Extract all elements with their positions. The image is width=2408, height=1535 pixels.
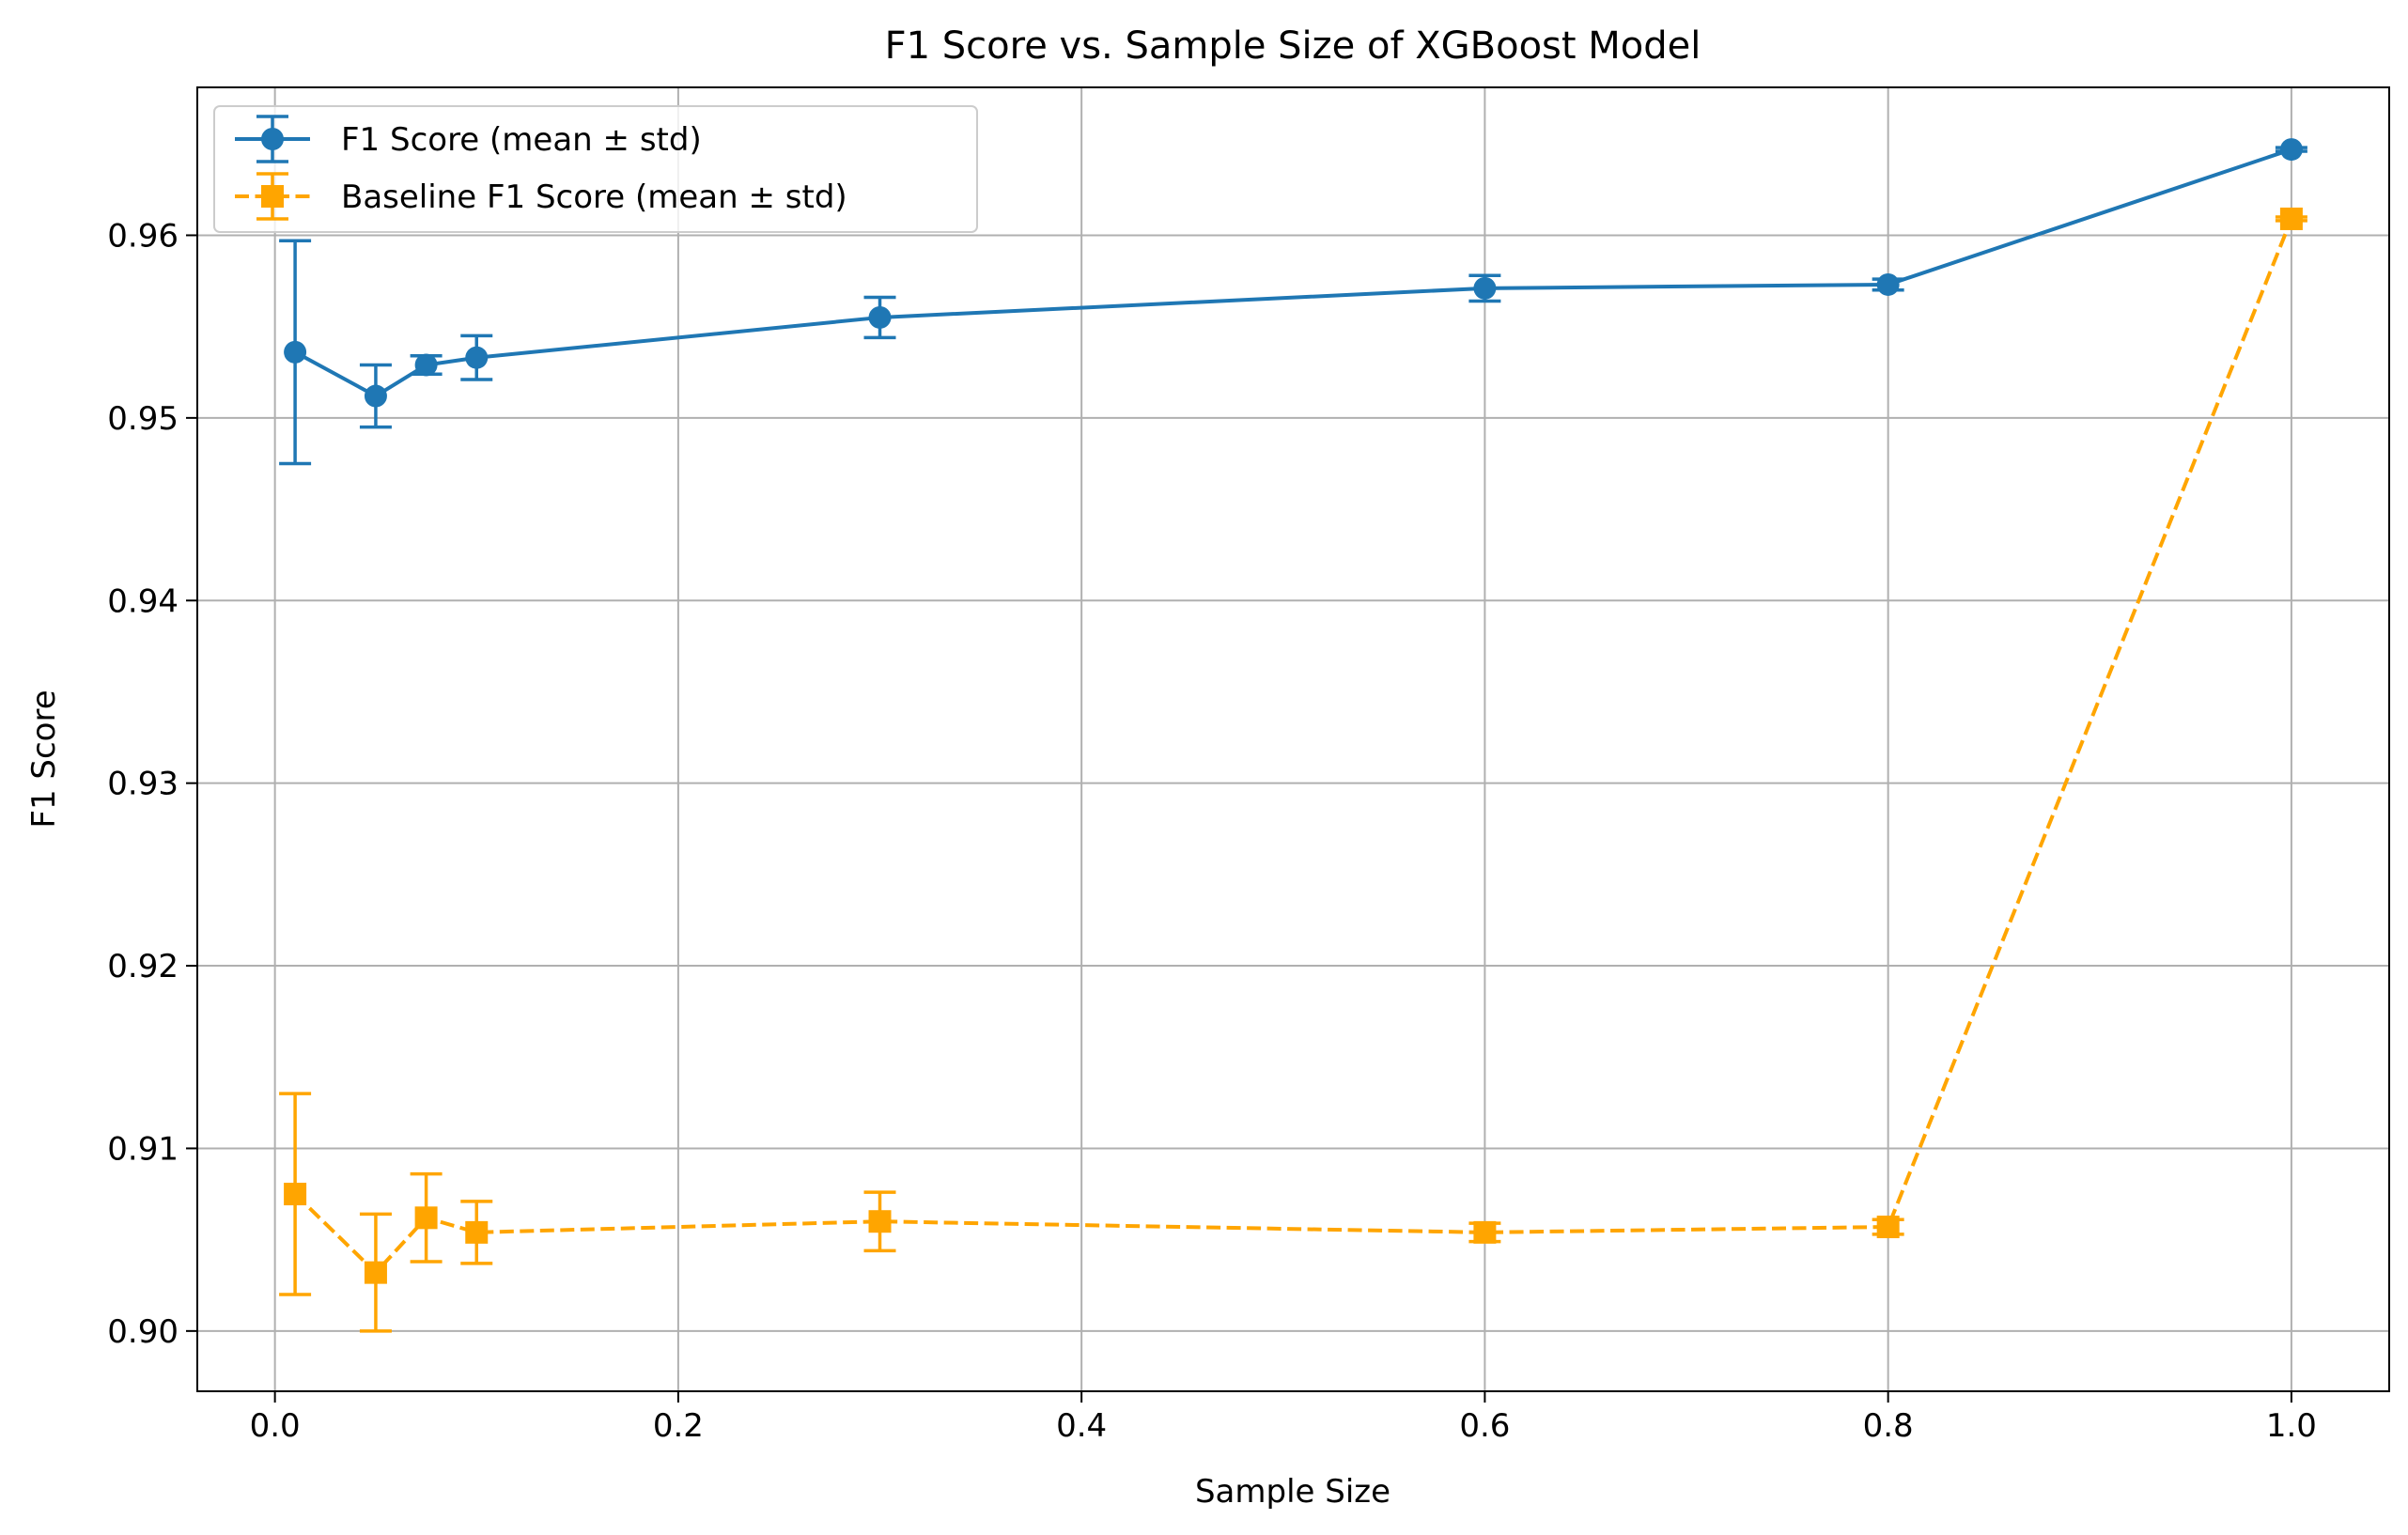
chart-title: F1 Score vs. Sample Size of XGBoost Mode… [885, 24, 1701, 68]
y-tick-label: 0.90 [107, 1313, 179, 1351]
legend-label-baseline-f1-score: Baseline F1 Score (mean ± std) [341, 178, 847, 216]
baseline-f1-score-point [1473, 1220, 1497, 1244]
axis-ticks: 0.0 0.2 0.4 0.6 0.8 1.0 0.90 0.91 0.92 0.93 0.94 0.… [107, 217, 2317, 1445]
f1-score-point [2279, 138, 2303, 162]
y-tick-label: 0.96 [107, 217, 179, 255]
f1-score-point [414, 353, 438, 377]
x-axis-label: Sample Size [1195, 1473, 1390, 1511]
x-tick-label: 0.8 [1863, 1407, 1914, 1445]
y-tick-label: 0.92 [107, 948, 179, 985]
x-tick-label: 0.0 [250, 1407, 301, 1445]
legend: F1 Score (mean ± std) Baseline F1 Score … [213, 105, 978, 233]
legend-marker-f1-score [261, 128, 284, 150]
baseline-f1-score-point [465, 1220, 489, 1244]
x-tick-label: 0.4 [1056, 1407, 1107, 1445]
y-tick-label: 0.94 [107, 582, 179, 620]
baseline-f1-score-point [2279, 207, 2303, 230]
plot-area [279, 138, 2307, 1333]
f1-score-point [284, 340, 307, 364]
x-tick-label: 0.2 [653, 1407, 704, 1445]
baseline-f1-score-point [364, 1261, 387, 1284]
x-tick-label: 0.6 [1459, 1407, 1510, 1445]
legend-box [213, 105, 978, 233]
y-tick-label: 0.95 [107, 400, 179, 438]
y-axis-label: F1 Score [25, 690, 63, 828]
legend-label-f1-score: F1 Score (mean ± std) [341, 121, 702, 159]
grid [197, 87, 2389, 1391]
f1-score-point [364, 384, 387, 408]
f1-score-point [1876, 272, 1900, 296]
plot-frame [196, 86, 2390, 1392]
f1-score-point [1473, 276, 1497, 300]
f1-score-point [868, 305, 892, 329]
baseline-f1-score-point [1876, 1216, 1900, 1239]
y-tick-label: 0.93 [107, 766, 179, 803]
x-tick-label: 1.0 [2266, 1407, 2317, 1445]
baseline-f1-score-point [284, 1183, 307, 1206]
legend-marker-baseline-f1-score [261, 185, 284, 208]
y-tick-label: 0.91 [107, 1130, 179, 1168]
f1-score-point [465, 346, 489, 369]
baseline-f1-score-point [414, 1206, 438, 1230]
baseline-f1-score-point [868, 1210, 892, 1233]
